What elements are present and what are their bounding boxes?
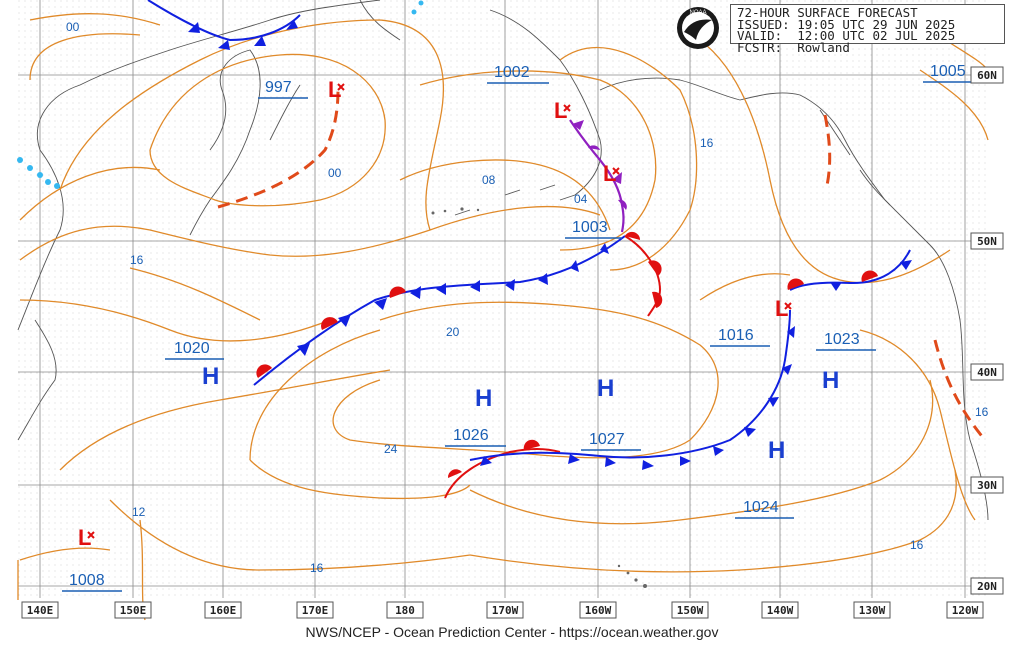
- lon-label-box: [579, 601, 617, 619]
- lat-label: 40N: [977, 366, 997, 379]
- lat-label: 30N: [977, 479, 997, 492]
- high-center: H: [475, 385, 492, 412]
- lat-label-box: [970, 476, 1004, 494]
- pressure-1020: 1020: [174, 340, 210, 357]
- high-centers: H H H H H: [202, 363, 839, 464]
- pressure-1024: 1024: [743, 499, 779, 516]
- isobar-label: 00: [66, 20, 80, 34]
- isobar-label: 16: [310, 561, 324, 575]
- lon-label: 140E: [27, 604, 54, 617]
- pressure-1026: 1026: [453, 427, 489, 444]
- forecast-info-box: 72-HOUR SURFACE FORECAST ISSUED: 19:05 U…: [730, 4, 1005, 53]
- lon-label-box: [853, 601, 891, 619]
- axis-labels: 140E 150E 160E 170E 180 170W 160W 150W 140W 130W 1…: [21, 66, 1004, 619]
- lat-lon-grid: [18, 0, 988, 598]
- isobar-label: 04: [574, 192, 588, 206]
- product-title: 72-HOUR SURFACE FORECAST: [737, 5, 918, 20]
- pressure-1023: 1023: [824, 331, 860, 348]
- warm-front-triple: [624, 235, 662, 317]
- lon-label-box: [114, 601, 152, 619]
- pressure-1008: 1008: [69, 572, 105, 589]
- high-center: H: [202, 363, 219, 390]
- valid-time: VALID: 12:00 UTC 02 JUL 2025: [737, 28, 956, 43]
- lat-label: 50N: [977, 235, 997, 248]
- lon-label: 170E: [302, 604, 329, 617]
- warm-front-south: [444, 448, 561, 499]
- lon-label: 160W: [585, 604, 612, 617]
- isobar-label: 16: [130, 253, 144, 267]
- pressure-labels: 997 1002 1005 1003 1020 1016 1023 1026 1…: [69, 63, 966, 589]
- isobar-label: 16: [910, 538, 924, 552]
- lon-label: 150E: [120, 604, 147, 617]
- isobar-label: 08: [482, 173, 496, 187]
- isobar-label: 16: [975, 405, 989, 419]
- dashed-trough-east: [823, 114, 832, 191]
- low-center: L: [554, 98, 567, 123]
- footer-credit: NWS/NCEP - Ocean Prediction Center - htt…: [305, 624, 719, 640]
- lon-label-box: [946, 601, 984, 619]
- lon-label-box: [671, 601, 709, 619]
- isobar-label: 16: [700, 136, 714, 150]
- isobar-labels: 00 00 08 04 16 16 16 16 16 20 24 12: [66, 20, 989, 575]
- lon-label: 140W: [767, 604, 794, 617]
- lon-label-box: [486, 601, 524, 619]
- low-centers: L L L L L: [78, 77, 788, 550]
- pressure-1027: 1027: [589, 431, 625, 448]
- isobar-label: 12: [132, 505, 146, 519]
- coastlines: [17, 0, 989, 521]
- low-center: L: [603, 161, 616, 186]
- lat-label: 20N: [977, 580, 997, 593]
- lon-label-box: [761, 601, 799, 619]
- lon-label: 180: [395, 604, 415, 617]
- svg-text:NOAA: NOAA: [689, 10, 706, 16]
- stationary-front-east: [789, 249, 911, 291]
- pressure-underlines: [62, 81, 984, 592]
- lon-label-box: [21, 601, 59, 619]
- pressure-997: 997: [265, 79, 292, 96]
- islands: [431, 207, 647, 588]
- lat-label-box: [970, 577, 1004, 595]
- lon-label-box: [204, 601, 242, 619]
- lon-label: 150W: [677, 604, 704, 617]
- low-center: L: [78, 525, 91, 550]
- low-center: L: [775, 296, 788, 321]
- high-center: H: [597, 375, 614, 402]
- forecaster: FCSTR: Rowland: [737, 39, 850, 55]
- lon-label: 170W: [492, 604, 519, 617]
- lat-label-box: [970, 363, 1004, 381]
- lat-label: 60N: [977, 69, 997, 82]
- lon-label-box: [296, 601, 334, 619]
- isobar-label: 00: [328, 166, 342, 180]
- high-center: H: [768, 437, 785, 464]
- cold-front-north: [147, 0, 301, 42]
- ice-dots: [17, 0, 424, 189]
- pressure-1002: 1002: [494, 64, 530, 81]
- lon-label: 130W: [859, 604, 886, 617]
- issued-time: ISSUED: 19:05 UTC 29 JUN 2025: [737, 16, 956, 32]
- lat-label-box: [970, 232, 1004, 250]
- pressure-1005: 1005: [930, 63, 966, 80]
- pressure-1003: 1003: [572, 219, 608, 236]
- lat-label-box: [970, 66, 1004, 84]
- occluded-front: [569, 119, 625, 233]
- lon-label-box: [386, 601, 424, 619]
- dashed-trough: [217, 89, 340, 209]
- low-center: L: [328, 77, 341, 102]
- lon-label: 120W: [952, 604, 979, 617]
- noaa-logo: NOAA: [677, 7, 719, 49]
- low-x-marks: [87, 83, 792, 539]
- pressure-1016: 1016: [718, 327, 754, 344]
- isobar-label: 24: [384, 442, 398, 456]
- isobars: [17, 13, 989, 621]
- dashed-trough-southeast: [933, 339, 987, 441]
- isobar-label: 20: [446, 325, 460, 339]
- lon-label: 160E: [210, 604, 237, 617]
- fronts: [147, 0, 987, 499]
- high-center: H: [822, 367, 839, 394]
- cold-front-south: [469, 309, 791, 461]
